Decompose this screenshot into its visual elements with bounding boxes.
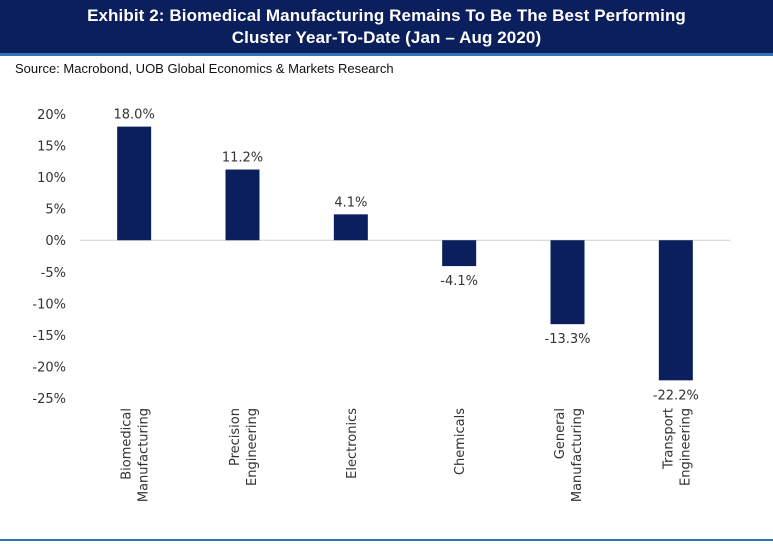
y-tick-label: 20% bbox=[37, 108, 66, 123]
y-tick-label: 0% bbox=[45, 234, 66, 249]
chart-title-line-1: Exhibit 2: Biomedical Manufacturing Rema… bbox=[87, 5, 686, 25]
x-category-label: Transport bbox=[661, 408, 676, 470]
y-tick-label: -5% bbox=[41, 266, 66, 281]
x-category-label: Precision bbox=[228, 408, 243, 466]
bar bbox=[658, 240, 693, 381]
chart-title-banner: Exhibit 2: Biomedical Manufacturing Rema… bbox=[0, 0, 773, 56]
x-category-label: Engineering bbox=[678, 408, 693, 486]
y-tick-label: -20% bbox=[32, 360, 66, 375]
x-category-label: Chemicals bbox=[453, 408, 468, 475]
bar bbox=[117, 126, 152, 241]
y-tick-label: 5% bbox=[45, 203, 66, 218]
chart-title-line-2: Cluster Year-To-Date (Jan – Aug 2020) bbox=[231, 27, 542, 47]
bar bbox=[442, 240, 477, 267]
x-category-label: Electronics bbox=[345, 408, 360, 479]
y-tick-label: -10% bbox=[32, 297, 66, 312]
data-label: 18.0% bbox=[114, 108, 155, 123]
source-note: Source: Macrobond, UOB Global Economics … bbox=[15, 61, 394, 76]
data-label: -22.2% bbox=[653, 388, 699, 403]
y-tick-label: 10% bbox=[37, 171, 66, 186]
data-label: -13.3% bbox=[545, 332, 591, 347]
bottom-divider bbox=[0, 539, 773, 541]
bar bbox=[550, 240, 585, 325]
data-label: 4.1% bbox=[334, 195, 367, 210]
y-tick-label: -25% bbox=[32, 392, 66, 407]
bar bbox=[225, 169, 260, 241]
x-category-label: Engineering bbox=[245, 408, 260, 486]
y-tick-label: 15% bbox=[37, 140, 66, 155]
x-category-label: General bbox=[553, 408, 568, 459]
y-tick-label: -15% bbox=[32, 329, 66, 344]
x-category-label: Biomedical bbox=[120, 408, 135, 480]
x-category-label: Manufacturing bbox=[570, 408, 585, 502]
data-label: 11.2% bbox=[222, 151, 263, 166]
bar bbox=[333, 214, 368, 241]
x-category-label: Manufacturing bbox=[137, 408, 152, 502]
data-label: -4.1% bbox=[440, 274, 478, 289]
